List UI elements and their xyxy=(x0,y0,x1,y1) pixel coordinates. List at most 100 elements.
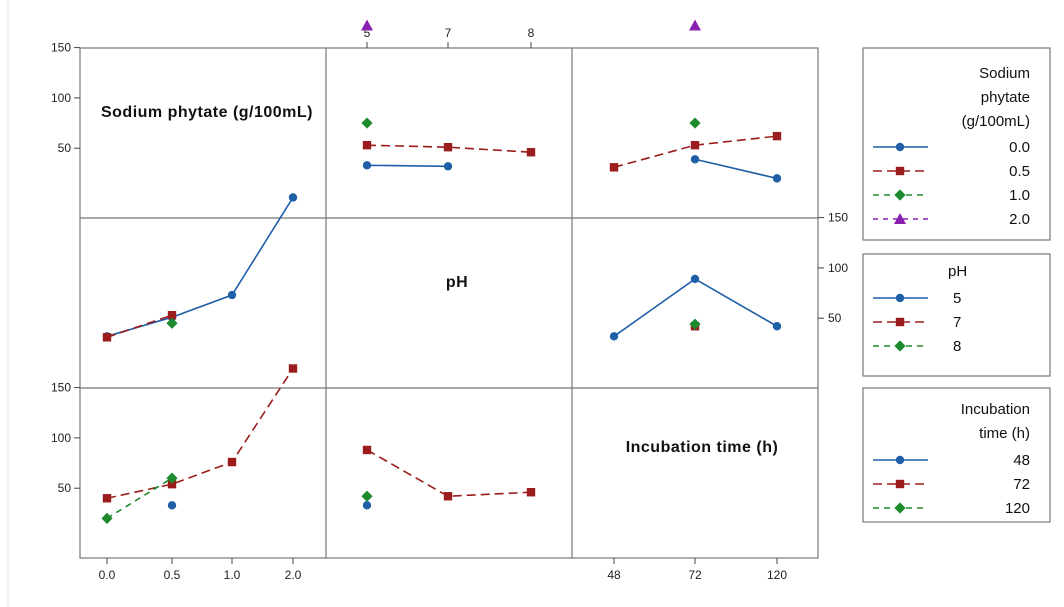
legend-marker xyxy=(895,293,905,303)
data-point xyxy=(526,488,536,497)
legend-title: Incubation xyxy=(961,401,1030,418)
y-tick-label: 100 xyxy=(51,431,71,445)
series-line xyxy=(106,477,173,520)
legend-label: 120 xyxy=(1005,500,1030,517)
y-tick-label: 50 xyxy=(58,481,72,495)
legend-title: phytate xyxy=(981,89,1030,106)
legend-marker xyxy=(894,213,906,224)
data-point xyxy=(102,494,112,503)
data-point xyxy=(167,501,177,510)
data-point xyxy=(609,332,619,341)
data-point xyxy=(609,163,619,172)
legend-label: 5 xyxy=(953,290,961,307)
diagonal-labels: Sodium phytate (g/100mL) pH Incubation tim… xyxy=(101,104,778,456)
y-tick-label: 150 xyxy=(828,211,848,225)
legend-box: pH 5 7 8 xyxy=(862,253,1051,377)
legend-title: (g/100mL) xyxy=(962,113,1030,130)
panel-time-by-ph xyxy=(609,274,782,341)
x-tick-label: 48 xyxy=(607,568,621,582)
data-point xyxy=(361,117,373,129)
data-point xyxy=(689,318,701,330)
data-point xyxy=(772,174,782,183)
panel-ph-by-sodium-phytate xyxy=(361,19,536,171)
y-tick-label: 50 xyxy=(58,141,72,155)
legend-label: 7 xyxy=(953,314,961,331)
data-point xyxy=(288,364,298,373)
data-point xyxy=(167,310,177,320)
data-point xyxy=(689,117,701,129)
data-point xyxy=(690,140,700,150)
series-line xyxy=(106,314,173,339)
factor-label: Sodium phytate (g/100mL) xyxy=(101,104,313,121)
legend-marker xyxy=(895,166,905,176)
series-line xyxy=(366,449,532,498)
x-tick-label: 0.5 xyxy=(164,568,181,582)
data-point xyxy=(166,472,178,484)
y-tick-label: 150 xyxy=(51,381,71,395)
series-line xyxy=(694,158,778,180)
factor-label: pH xyxy=(446,274,468,291)
legend-title: Sodium xyxy=(979,65,1030,82)
legend-label: 8 xyxy=(953,338,961,355)
x-tick-label: 1.0 xyxy=(224,568,241,582)
legend-label: 72 xyxy=(1013,476,1030,493)
legend-marker xyxy=(894,340,906,352)
data-point xyxy=(288,193,298,202)
data-point xyxy=(102,333,112,342)
matrix-border xyxy=(79,47,819,559)
legend-marker xyxy=(894,502,906,514)
axes: 50 100 150 50 100 150 50 100 150 0.0 0.5 1.0 2.0 48 72… xyxy=(51,26,848,582)
x-tick-label: 72 xyxy=(688,568,702,582)
data-point xyxy=(362,161,372,170)
data-point xyxy=(166,317,178,329)
x-tick-label: 7 xyxy=(445,26,452,40)
legend-border xyxy=(862,387,1051,523)
data-layer xyxy=(101,19,782,524)
legend-title: time (h) xyxy=(979,425,1030,442)
legend-marker xyxy=(895,479,905,489)
x-tick-label: 8 xyxy=(528,26,535,40)
panel-sodium-phytate-by-ph xyxy=(102,193,298,342)
data-point xyxy=(362,140,372,150)
series-line xyxy=(106,368,294,500)
panel-time-by-sodium-phytate xyxy=(609,19,782,183)
factor-label: Incubation time (h) xyxy=(626,439,779,456)
data-point xyxy=(101,512,113,524)
legend-label: 2.0 xyxy=(1009,211,1030,228)
data-point xyxy=(167,479,177,489)
legend-marker xyxy=(895,142,905,152)
y-tick-label: 100 xyxy=(51,91,71,105)
data-point xyxy=(361,490,373,502)
legend-label: 0.5 xyxy=(1009,163,1030,180)
series-line xyxy=(366,164,449,168)
data-point xyxy=(443,492,453,501)
data-point xyxy=(362,501,372,510)
x-tick-label: 0.0 xyxy=(99,568,116,582)
legend-border xyxy=(862,253,1051,377)
legend-border xyxy=(862,47,1051,241)
data-point xyxy=(690,155,700,164)
matrix-frame xyxy=(7,0,819,607)
panel-sodium-phytate-by-time xyxy=(101,364,298,524)
legend-box: Sodium phytate (g/100mL) 0.0 0.5 1.0 2.0 xyxy=(862,47,1051,241)
legend-label: 1.0 xyxy=(1009,187,1030,204)
y-tick-label: 150 xyxy=(51,41,71,55)
y-tick-label: 100 xyxy=(828,261,848,275)
legend-label: 0.0 xyxy=(1009,139,1030,156)
x-tick-label: 120 xyxy=(767,568,787,582)
panel-ph-by-time xyxy=(361,445,536,510)
legend-marker xyxy=(894,189,906,201)
data-point xyxy=(689,19,701,31)
x-tick-label: 5 xyxy=(364,26,371,40)
y-tick-label: 50 xyxy=(828,311,842,325)
legend-box: Incubation time (h) 48 72 120 xyxy=(862,387,1051,523)
legends: Sodium phytate (g/100mL) 0.0 0.5 1.0 2.0 pH 5 7 8 I… xyxy=(862,47,1051,523)
data-point xyxy=(690,274,700,284)
data-point xyxy=(227,290,237,300)
data-point xyxy=(772,131,782,141)
data-point xyxy=(772,322,782,331)
data-point xyxy=(361,19,373,31)
legend-marker xyxy=(895,317,905,327)
data-point xyxy=(443,162,453,171)
